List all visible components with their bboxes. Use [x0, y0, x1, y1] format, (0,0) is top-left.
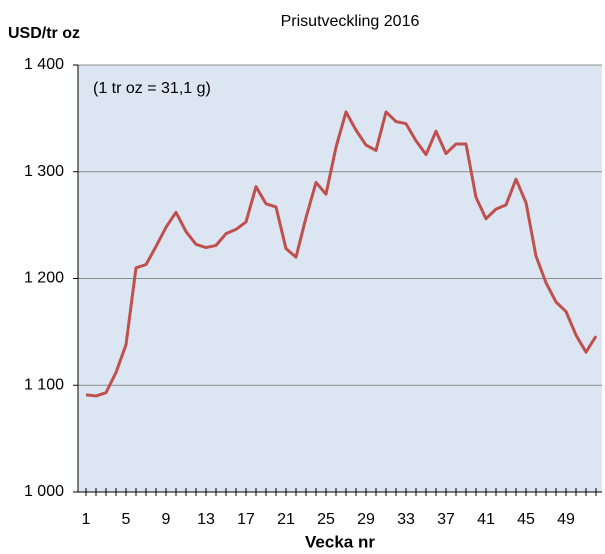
x-tick-label: 25 — [317, 511, 335, 528]
chart-title: Prisutveckling 2016 — [281, 13, 420, 30]
line-series — [85, 110, 598, 398]
y-tick-label: 1 300 — [24, 163, 64, 180]
x-tick-label: 49 — [557, 511, 575, 528]
x-tick-label: 29 — [357, 511, 375, 528]
y-tick-label: 1 000 — [24, 483, 64, 500]
x-tick-label: 45 — [517, 511, 535, 528]
y-tick-label: 1 200 — [24, 270, 64, 287]
x-tick-label: 9 — [162, 511, 171, 528]
annotation: (1 tr oz = 31,1 g) — [93, 80, 211, 97]
x-tick-label: 17 — [237, 511, 255, 528]
y-tick-label: 1 100 — [24, 376, 64, 393]
x-tick-label: 41 — [477, 511, 495, 528]
x-tick-label: 5 — [122, 511, 131, 528]
x-tick-label: 13 — [197, 511, 215, 528]
x-axis-label: Vecka nr — [305, 532, 375, 551]
x-tick-label: 37 — [437, 511, 455, 528]
y-tick-label: 1 400 — [24, 56, 64, 73]
x-tick-label: 1 — [82, 511, 91, 528]
y-axis-label: USD/tr oz — [8, 25, 80, 42]
x-tick-label: 21 — [277, 511, 295, 528]
x-tick-label: 33 — [397, 511, 415, 528]
